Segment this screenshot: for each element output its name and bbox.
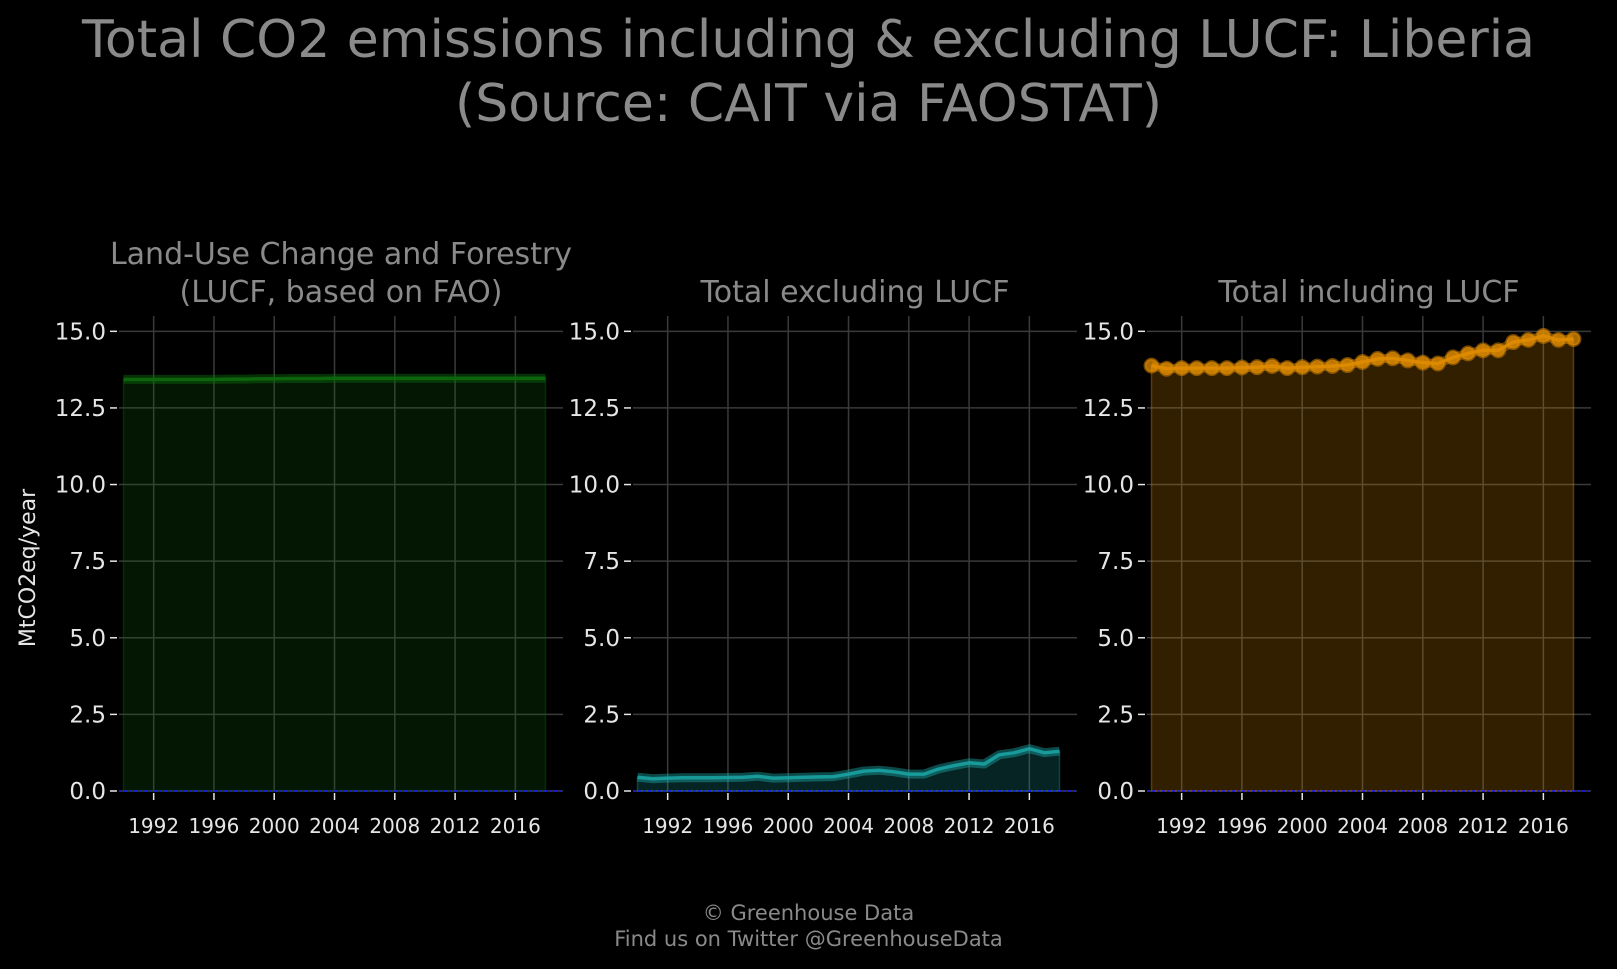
y-axis-label: MtCO2eq/year <box>16 488 41 647</box>
data-point <box>1309 358 1326 375</box>
data-point <box>1444 349 1461 366</box>
y-tick-label: 15.0 <box>55 319 106 345</box>
data-point <box>1339 357 1356 374</box>
data-point <box>1565 330 1582 347</box>
y-tick-label: 15.0 <box>569 319 620 345</box>
y-tick-label: 12.5 <box>55 396 106 422</box>
series-area <box>1150 335 1575 792</box>
data-point <box>1505 334 1522 351</box>
data-point <box>1249 359 1266 376</box>
panel-1: Land-Use Change and Forestry(LUCF, based… <box>55 237 572 838</box>
panel-2-title-line-1: Total excluding LUCF <box>700 275 1010 310</box>
y-tick-label: 0.0 <box>69 779 106 805</box>
x-tick-label: 2008 <box>883 814 934 838</box>
data-point <box>1173 360 1190 377</box>
x-tick-label: 1992 <box>642 814 693 838</box>
panel-2: Total excluding LUCF 0.0 2.5 5.0 7.5 10.0 12.5… <box>569 275 1077 838</box>
y-tick-label: 5.0 <box>1097 626 1134 652</box>
x-tick-label: 2012 <box>1458 814 1509 838</box>
x-tick-label: 1996 <box>188 814 239 838</box>
x-tick-label: 1996 <box>702 814 753 838</box>
x-tick-label: 2000 <box>249 814 300 838</box>
data-point <box>1158 360 1175 377</box>
y-tick-label: 7.5 <box>69 549 106 575</box>
data-point <box>1520 331 1537 348</box>
chart-title-line-2: (Source: CAIT via FAOSTAT) <box>454 74 1163 134</box>
footer-credit: © Greenhouse Data Find us on Twitter @Gr… <box>0 900 1617 952</box>
y-tick-label: 0.0 <box>1097 779 1134 805</box>
y-tick-label: 10.0 <box>569 473 620 499</box>
x-tick-label: 2016 <box>490 814 541 838</box>
y-tick-label: 12.5 <box>1083 396 1134 422</box>
y-tick-label: 2.5 <box>69 702 106 728</box>
chart-title-line-1: Total CO2 emissions including & excludin… <box>81 10 1536 70</box>
data-point <box>1143 357 1160 374</box>
data-point <box>1429 355 1446 372</box>
footer-credit-line-2: Find us on Twitter @GreenhouseData <box>614 927 1003 951</box>
panel-1-title-line-1: Land-Use Change and Forestry <box>110 237 572 272</box>
data-point <box>1414 354 1431 371</box>
x-tick-label: 2004 <box>1337 814 1388 838</box>
x-tick-label: 1996 <box>1216 814 1267 838</box>
data-point <box>1324 357 1341 374</box>
x-tick-label: 2008 <box>369 814 420 838</box>
x-tick-label: 2016 <box>1004 814 1055 838</box>
x-tick-label: 2004 <box>823 814 874 838</box>
x-tick-label: 2016 <box>1518 814 1569 838</box>
x-tick-label: 1992 <box>128 814 179 838</box>
data-point <box>1233 359 1250 376</box>
data-point <box>1475 342 1492 359</box>
x-tick-label: 2012 <box>430 814 481 838</box>
data-point <box>1188 360 1205 377</box>
series-line <box>637 746 1060 781</box>
data-point <box>1550 331 1567 348</box>
y-tick-label: 10.0 <box>55 473 106 499</box>
data-point <box>1218 360 1235 377</box>
y-tick-label: 7.5 <box>583 549 620 575</box>
y-tick-label: 0.0 <box>583 779 620 805</box>
x-tick-label: 2008 <box>1397 814 1448 838</box>
footer-credit-line-1: © Greenhouse Data <box>702 901 915 925</box>
x-tick-label: 2004 <box>309 814 360 838</box>
data-point <box>1279 360 1296 377</box>
y-tick-label: 2.5 <box>583 702 620 728</box>
data-point <box>1490 342 1507 359</box>
data-point <box>1354 353 1371 370</box>
y-tick-label: 10.0 <box>1083 473 1134 499</box>
data-point <box>1203 360 1220 377</box>
data-point <box>1294 359 1311 376</box>
data-point <box>1264 357 1281 374</box>
y-tick-label: 7.5 <box>1097 549 1134 575</box>
series-line <box>123 376 546 382</box>
data-point <box>1399 352 1416 369</box>
x-tick-label: 1992 <box>1156 814 1207 838</box>
series-area <box>122 377 547 792</box>
panel-3: Total including LUCF 0.0 2.5 5.0 7.5 10.0 12.5… <box>1083 275 1591 838</box>
data-point <box>1535 327 1552 344</box>
y-tick-label: 5.0 <box>583 626 620 652</box>
x-tick-label: 2000 <box>1277 814 1328 838</box>
data-point <box>1460 345 1477 362</box>
y-tick-label: 15.0 <box>1083 319 1134 345</box>
y-tick-label: 2.5 <box>1097 702 1134 728</box>
panel-1-title-line-2: (LUCF, based on FAO) <box>180 275 503 310</box>
y-tick-label: 5.0 <box>69 626 106 652</box>
data-point <box>1369 350 1386 367</box>
chart-title: Total CO2 emissions including & excludin… <box>0 8 1617 136</box>
x-tick-label: 2000 <box>763 814 814 838</box>
y-tick-label: 12.5 <box>569 396 620 422</box>
panel-3-title-line-1: Total including LUCF <box>1217 275 1519 310</box>
x-tick-label: 2012 <box>944 814 995 838</box>
data-point <box>1384 350 1401 367</box>
